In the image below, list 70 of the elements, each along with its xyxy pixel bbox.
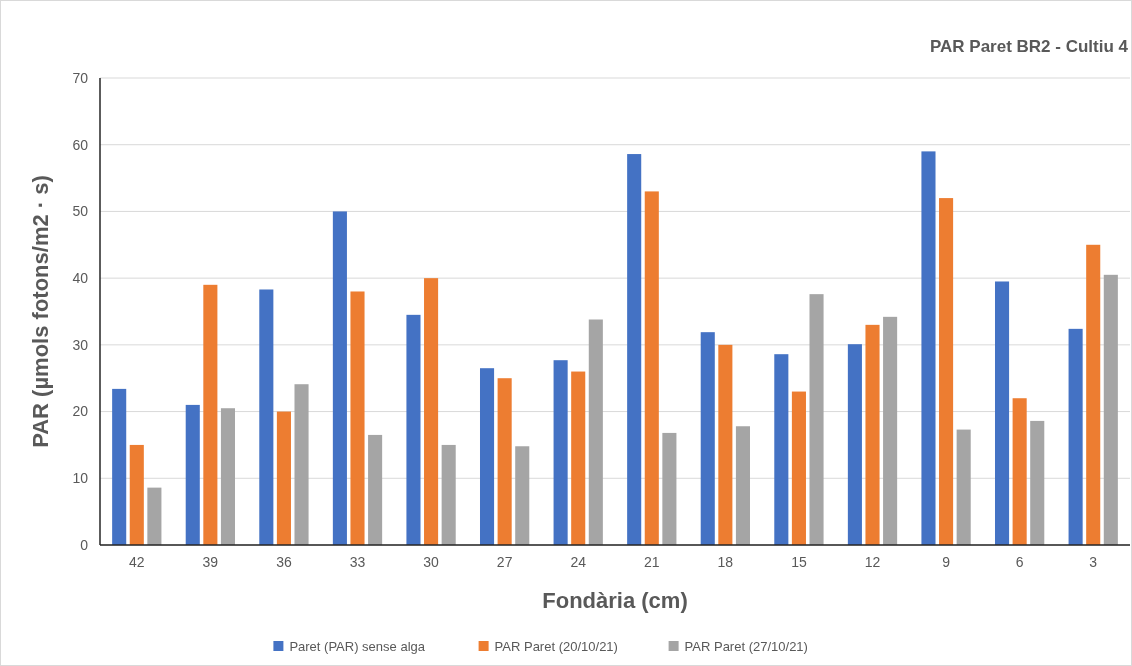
x-tick-label: 24 [570,554,587,570]
y-tick-label: 70 [72,69,89,86]
bar [865,324,880,545]
bar [774,354,789,545]
bar [921,151,936,545]
x-tick-label: 27 [496,554,513,570]
y-tick-label: 0 [80,536,89,553]
bar [203,284,218,545]
x-tick-label: 18 [717,554,734,570]
y-tick-label: 60 [72,136,89,153]
bar [515,446,530,545]
bar [1030,420,1045,545]
bar [718,344,733,545]
bar [571,371,586,545]
x-tick-label: 33 [349,554,366,570]
bar [1068,328,1083,545]
legend-label: Paret (PAR) sense alga [289,638,426,654]
y-tick-label: 40 [72,270,89,287]
bar [939,198,954,545]
bar [332,211,347,545]
bar [662,432,677,545]
bar [1103,274,1118,545]
bar [112,388,127,545]
legend-label: PAR Paret (27/10/21) [684,638,808,654]
bar [735,426,750,545]
bar [1012,398,1027,545]
bar [1086,244,1101,545]
x-tick-label: 12 [864,554,881,570]
bar [220,408,235,545]
y-tick-label: 10 [72,470,89,487]
x-tick-label: 6 [1015,554,1024,570]
bar [259,289,274,545]
bar [847,344,862,545]
x-tick-label: 30 [423,554,440,570]
bar [424,278,439,545]
bar [350,291,365,545]
y-tick-label: 50 [72,203,89,220]
bar [480,368,495,545]
x-tick-label: 21 [644,554,660,570]
x-tick-label: 42 [129,554,145,570]
bar [956,429,971,545]
y-tick-label: 30 [72,336,89,353]
bar [700,332,715,545]
bar [129,444,144,545]
bar [644,191,659,545]
x-tick-label: 15 [791,554,807,570]
bar [809,294,824,545]
bar [441,444,456,545]
y-tick-label: 20 [72,403,89,420]
chart-title: PAR Paret BR2 - Cultiu 4 [929,37,1129,56]
bar [883,316,898,545]
x-tick-label: 3 [1089,554,1098,570]
bar [553,360,568,545]
bar [497,378,512,545]
bar [368,434,383,545]
bar [294,384,309,545]
y-axis-title: PAR (µmols fotons/m2 · s) [28,175,53,448]
bar [588,319,603,545]
x-tick-label: 36 [276,554,292,570]
bar [791,391,806,545]
bar [406,314,421,545]
x-tick-label: 39 [202,554,219,570]
x-axis-title: Fondària (cm) [542,588,688,613]
bar [185,404,200,545]
bar [995,281,1010,545]
bar [276,411,291,545]
bar [147,487,162,545]
x-tick-label: 9 [942,554,951,570]
legend-label: PAR Paret (20/10/21) [494,638,618,654]
bar [627,154,642,545]
